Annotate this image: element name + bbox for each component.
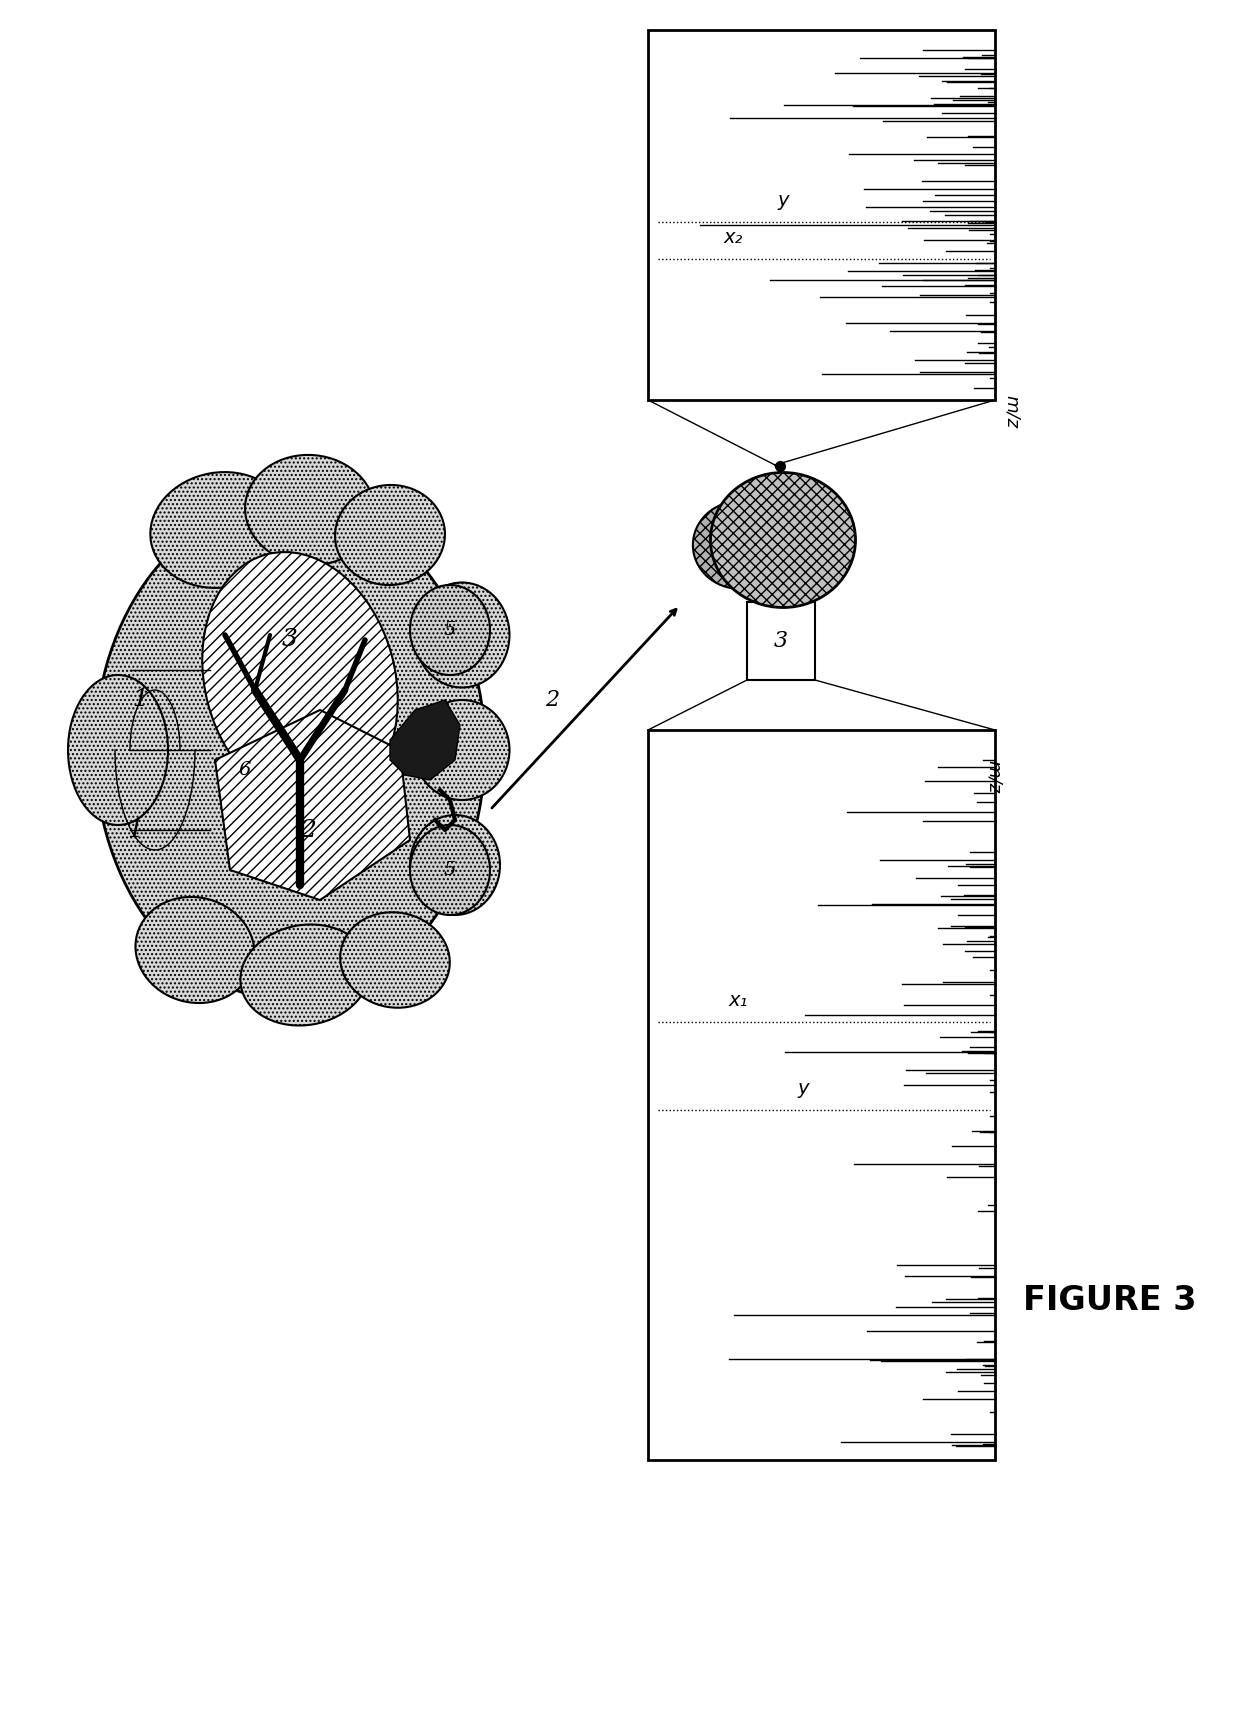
Polygon shape bbox=[215, 709, 410, 900]
Ellipse shape bbox=[202, 552, 398, 808]
Text: y: y bbox=[797, 1078, 808, 1097]
Ellipse shape bbox=[246, 455, 374, 566]
Ellipse shape bbox=[340, 912, 450, 1009]
Text: 1: 1 bbox=[126, 818, 143, 841]
Ellipse shape bbox=[414, 583, 510, 687]
Ellipse shape bbox=[150, 472, 290, 588]
Text: 5: 5 bbox=[444, 862, 456, 879]
Text: 2: 2 bbox=[300, 818, 316, 841]
Ellipse shape bbox=[335, 484, 445, 585]
Ellipse shape bbox=[711, 472, 856, 607]
Text: y: y bbox=[777, 192, 789, 211]
Ellipse shape bbox=[241, 924, 370, 1026]
Ellipse shape bbox=[410, 585, 490, 675]
Text: 6: 6 bbox=[239, 761, 252, 779]
Text: 3: 3 bbox=[774, 630, 789, 652]
Polygon shape bbox=[391, 701, 460, 780]
Text: FIGURE 3: FIGURE 3 bbox=[1023, 1284, 1197, 1317]
Text: x₁: x₁ bbox=[728, 991, 748, 1010]
Ellipse shape bbox=[410, 815, 500, 915]
Text: m/z: m/z bbox=[1003, 394, 1021, 427]
Text: 2: 2 bbox=[544, 689, 559, 711]
Text: 1: 1 bbox=[133, 689, 148, 711]
Text: 5: 5 bbox=[444, 621, 456, 638]
Text: x₂: x₂ bbox=[723, 228, 743, 247]
Ellipse shape bbox=[135, 896, 254, 1003]
Ellipse shape bbox=[410, 825, 490, 915]
Ellipse shape bbox=[95, 500, 485, 1000]
Ellipse shape bbox=[693, 502, 787, 588]
Bar bbox=[649, 29, 994, 400]
Bar bbox=[649, 730, 994, 1460]
Ellipse shape bbox=[68, 675, 167, 825]
Ellipse shape bbox=[414, 701, 510, 799]
Text: 3: 3 bbox=[281, 628, 298, 652]
Text: m/z: m/z bbox=[985, 759, 1003, 792]
Bar bbox=[746, 602, 815, 680]
